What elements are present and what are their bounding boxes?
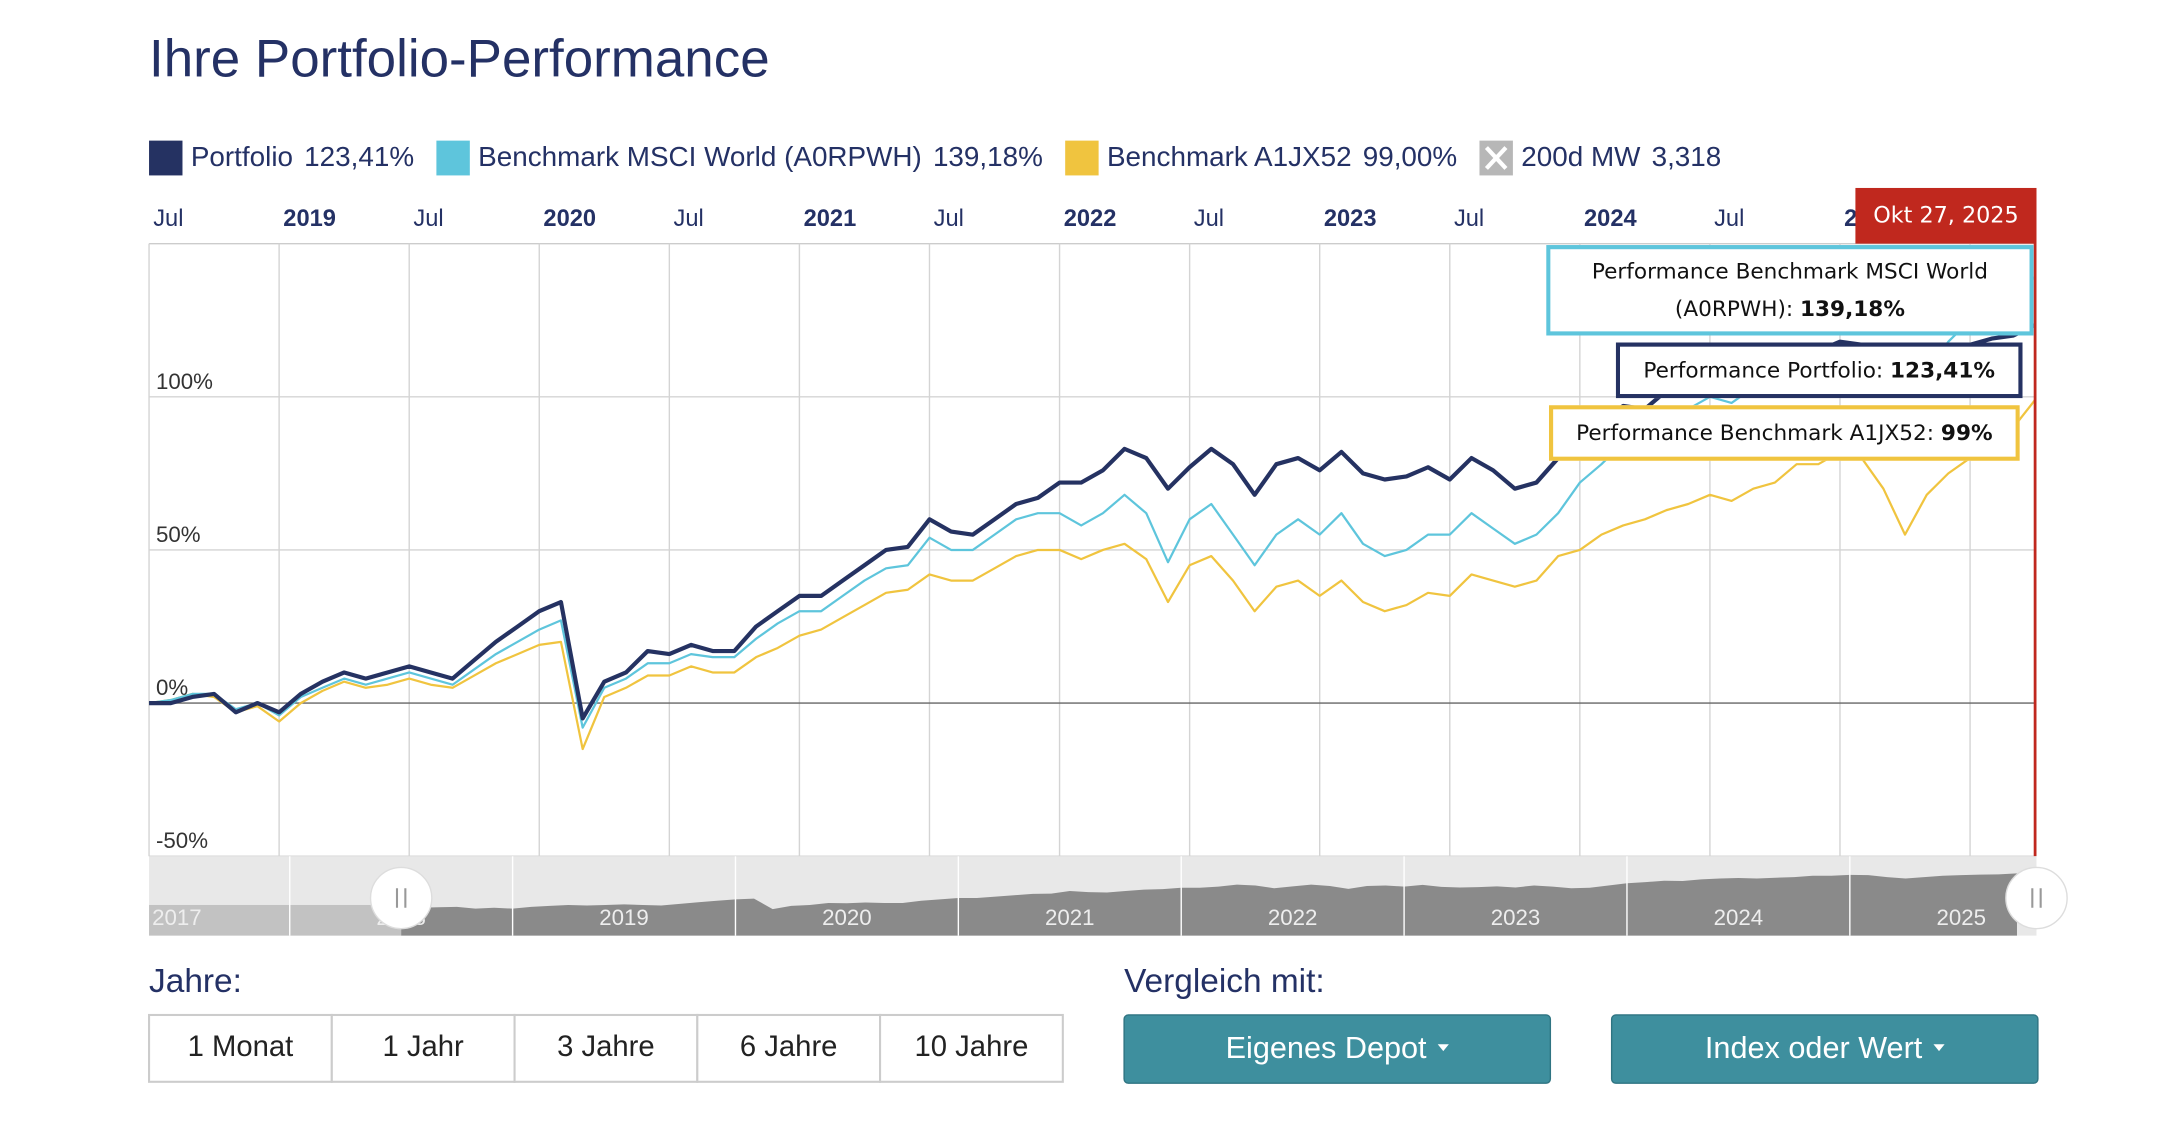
y-tick-label: 50% — [156, 522, 201, 547]
x-tick-label: 2022 — [1064, 206, 1117, 232]
x-tick-label: Jul — [934, 206, 964, 232]
button-bg — [330, 1013, 516, 1083]
tooltip-text: Performance Benchmark MSCI World (A0RPWH… — [1559, 253, 2021, 328]
x-tick-label: 2021 — [804, 206, 857, 232]
button-bg — [1610, 1014, 2039, 1084]
button-label: Index oder Wert — [1705, 1031, 1923, 1065]
legend-swatch — [436, 140, 470, 176]
dropdown-caret — [1933, 1044, 1945, 1052]
dropdown-caret — [1437, 1044, 1449, 1052]
navigator-handle-grip — [395, 888, 407, 908]
button-label: 10 Jahre — [915, 1031, 1029, 1063]
legend-value: 123,41% — [304, 141, 414, 172]
legend-label: Portfolio — [191, 141, 293, 172]
series-line — [148, 399, 2036, 751]
x-tick-label: Jul — [1714, 206, 1744, 232]
tooltip: Performance Benchmark A1JX52: 99% — [1548, 405, 2020, 461]
x-tick-label: Jul — [153, 206, 183, 232]
button-label: 6 Jahre — [740, 1031, 838, 1063]
compare-dropdown[interactable]: Eigenes Depot — [1123, 1014, 1552, 1084]
compare-dropdown[interactable]: Index oder Wert — [1610, 1014, 2039, 1084]
navigator-label: 2022 — [1268, 905, 1318, 930]
x-tick-label: Jul — [413, 206, 443, 232]
button-label: 1 Monat — [188, 1031, 294, 1063]
button-label: 1 Jahr — [383, 1031, 465, 1063]
navigator-label: 2020 — [822, 905, 872, 930]
button-bg — [879, 1013, 1064, 1083]
tooltip-label: Performance Benchmark A1JX52: — [1576, 419, 1941, 445]
legend-value: 139,18% — [933, 141, 1043, 172]
x-tick-label: Jul — [1194, 206, 1224, 232]
page-title: Ihre Portfolio-Performance — [149, 30, 770, 89]
tooltip-label: Performance Benchmark MSCI World (A0RPWH… — [1591, 258, 1995, 321]
button-bg — [1123, 1014, 1552, 1084]
x-tick-label: 2023 — [1324, 206, 1377, 232]
x-tick-label: Jul — [674, 206, 704, 232]
tooltip-box: Performance Portfolio: 123,41% — [1615, 342, 2023, 399]
tooltip-box: Performance Benchmark A1JX52: 99% — [1548, 405, 2020, 461]
tooltip-value: 123,41% — [1890, 357, 1995, 383]
navigator-label: 2023 — [1491, 905, 1541, 930]
year-button[interactable]: 10 Jahre — [879, 1013, 1064, 1083]
tooltip-value: 139,18% — [1800, 295, 1905, 321]
tooltip-text: Performance Benchmark A1JX52: 99% — [1576, 414, 1992, 452]
navigator-handle-grip — [2031, 888, 2042, 908]
legend-swatch — [1065, 140, 1099, 176]
button-bg — [513, 1013, 699, 1083]
x-tick-label: 2024 — [1584, 206, 1637, 232]
tooltip: Performance Portfolio: 123,41% — [1615, 342, 2023, 399]
legend-swatch — [149, 140, 183, 176]
y-tick-label: 100% — [156, 369, 213, 394]
navigator-handle[interactable] — [369, 866, 433, 930]
navigator-label: 2021 — [1045, 905, 1095, 930]
navigator-label: 2025 — [1936, 905, 1986, 930]
year-button[interactable]: 3 Jahre — [513, 1013, 699, 1083]
legend-label: Benchmark A1JX52 — [1107, 141, 1352, 172]
compare-label: Vergleich mit: — [1124, 963, 1325, 1000]
y-tick-label: -50% — [156, 828, 208, 853]
navigator-unselected-area — [149, 904, 402, 936]
year-button[interactable]: 1 Jahr — [330, 1013, 516, 1083]
legend-value: 99,00% — [1363, 141, 1457, 172]
tooltip-value: 99% — [1940, 419, 1993, 445]
navigator-label: 2024 — [1714, 905, 1764, 930]
navigator-label: 2017 — [152, 905, 202, 930]
tooltip-text: Performance Portfolio: 123,41% — [1643, 352, 1995, 390]
tooltip-label: Performance Portfolio: — [1643, 357, 1891, 383]
tooltip-date-box — [1855, 187, 2037, 244]
years-label: Jahre: — [149, 963, 242, 1000]
x-tick-label: 2020 — [543, 206, 596, 232]
legend-label: Benchmark MSCI World (A0RPWH) — [478, 141, 922, 172]
navigator-label: 2019 — [599, 905, 649, 930]
series-line — [148, 276, 2036, 729]
x-tick-label: Jul — [1454, 206, 1484, 232]
year-button[interactable]: 1 Monat — [148, 1013, 333, 1083]
legend-label: 200d MW — [1521, 141, 1641, 172]
tooltip: Performance Benchmark MSCI World (A0RPWH… — [1546, 245, 2034, 336]
tooltip-date: Okt 27, 2025 — [1873, 202, 2018, 228]
button-label: Eigenes Depot — [1226, 1031, 1427, 1065]
year-button[interactable]: 6 Jahre — [696, 1013, 882, 1083]
tooltip-box: Performance Benchmark MSCI World (A0RPWH… — [1546, 245, 2034, 336]
button-bg — [696, 1013, 882, 1083]
navigator-area — [401, 873, 2017, 936]
legend-disabled-icon — [1484, 146, 1508, 170]
x-tick-label: 2019 — [283, 206, 336, 232]
legend-value: 3,318 — [1652, 141, 1722, 172]
button-label: 3 Jahre — [557, 1031, 655, 1063]
navigator-handle[interactable] — [2005, 866, 2068, 930]
